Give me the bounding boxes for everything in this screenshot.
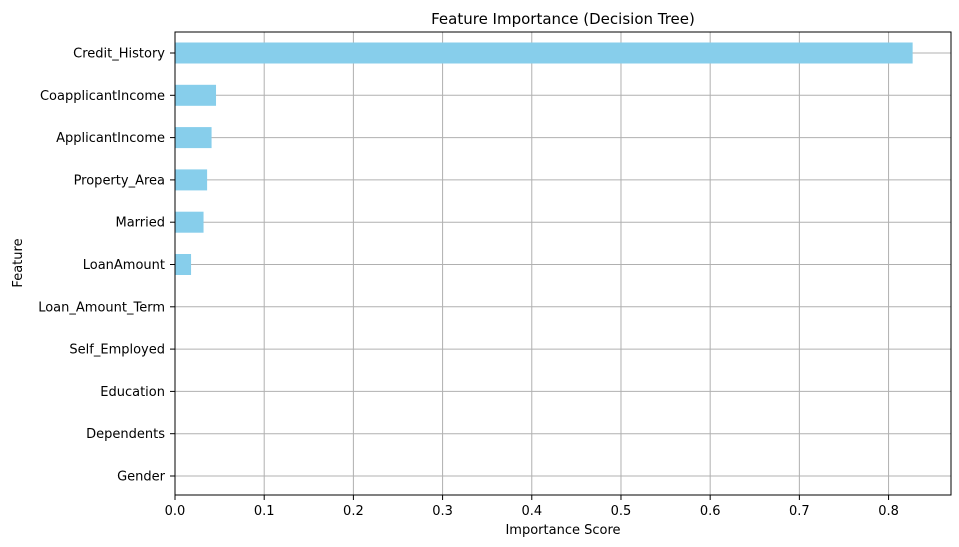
y-tick-label: Credit_History <box>73 47 165 62</box>
plot-frame <box>174 31 952 496</box>
x-tick-label: 0.5 <box>611 504 632 519</box>
y-tick-label: Dependents <box>86 427 165 442</box>
x-axis-label: Importance Score <box>505 523 620 538</box>
y-tick-label: Self_Employed <box>69 343 165 358</box>
bar-applicantincome <box>175 127 212 149</box>
x-tick-label: 0.0 <box>165 504 186 519</box>
grid-layer <box>174 32 951 495</box>
x-tick-label: 0.7 <box>789 504 810 519</box>
x-tick-label: 0.3 <box>432 504 453 519</box>
y-tick-label: Property_Area <box>74 173 165 188</box>
y-tick-label: Education <box>100 385 165 400</box>
x-tick-label: 0.4 <box>521 504 542 519</box>
x-tick-label: 0.1 <box>254 504 275 519</box>
bar-property-area <box>175 169 208 191</box>
y-tick-label: Married <box>115 216 165 231</box>
y-tick-label: Loan_Amount_Term <box>38 300 165 315</box>
y-tick-label: CoapplicantIncome <box>40 89 165 104</box>
y-axis-label: Feature <box>11 238 26 287</box>
y-tick-label: Gender <box>117 470 166 485</box>
x-tick-label: 0.2 <box>343 504 364 519</box>
bar-layer <box>175 42 913 275</box>
chart-title: Feature Importance (Decision Tree) <box>431 10 695 28</box>
bar-credit-history <box>175 42 913 64</box>
bar-married <box>175 211 204 233</box>
bar-coapplicantincome <box>175 84 217 106</box>
x-tick-label: 0.6 <box>700 504 721 519</box>
x-tick-label: 0.8 <box>878 504 899 519</box>
y-tick-label: LoanAmount <box>83 258 165 273</box>
y-tick-label: ApplicantIncome <box>56 131 165 146</box>
bar-loanamount <box>175 254 192 275</box>
tick-layer: 0.0 0.1 0.2 0.3 0.4 0.5 0.6 0.7 0.8 Credit_Histor… <box>38 47 899 520</box>
